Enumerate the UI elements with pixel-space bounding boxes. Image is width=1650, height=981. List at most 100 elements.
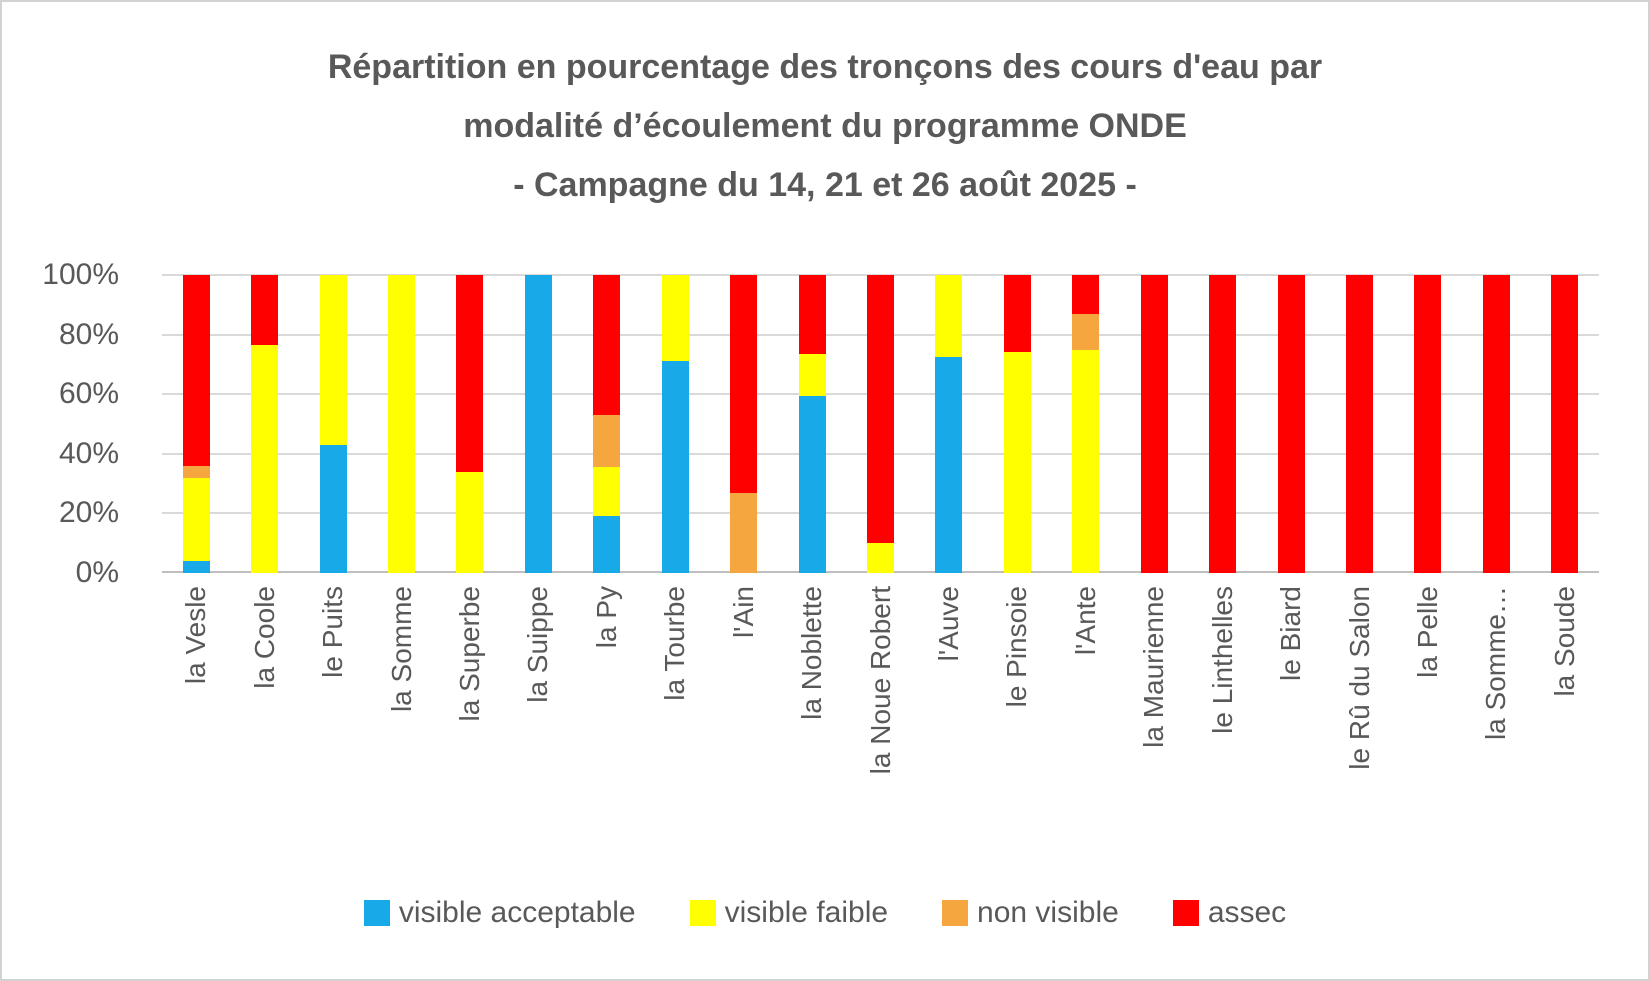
- category-label: la Coole: [248, 586, 280, 689]
- bar-segment-visible-faible: [867, 543, 894, 573]
- y-axis-tick-label: 40%: [58, 436, 119, 470]
- legend-label: visible faible: [724, 896, 889, 929]
- category-label: le Rû du Salon: [1343, 586, 1375, 770]
- bar-segment-assec: [1551, 275, 1579, 573]
- bar-segment-visible-faible: [593, 467, 621, 517]
- bar-segment-visible-acceptable: [182, 561, 210, 573]
- bar-segment-assec: [1140, 275, 1168, 573]
- category-label: la Soude: [1548, 586, 1580, 697]
- bar-segment-visible-faible: [456, 471, 484, 573]
- stacked-bar-l-ante: [1072, 275, 1100, 573]
- y-axis-tick-label: 100%: [42, 258, 119, 291]
- category-label: l'Ain: [727, 586, 759, 639]
- legend: visible acceptable visible faible non visi…: [2, 896, 1648, 930]
- bar-segment-assec: [251, 275, 279, 346]
- y-axis-tick-label: 80%: [58, 317, 119, 351]
- bar-segment-non-visible: [593, 415, 621, 468]
- stacked-bar-la-somme: [388, 275, 415, 573]
- stacked-bar-la-tourbe: [661, 275, 689, 573]
- category-label: la Py: [590, 586, 622, 649]
- category-label: la Superbe: [453, 586, 485, 722]
- legend-label: assec: [1207, 896, 1287, 929]
- legend-label: visible acceptable: [398, 896, 636, 929]
- bar-segment-visible-acceptable: [524, 275, 552, 573]
- chart-title-line-1: Répartition en pourcentage des tronçons …: [327, 48, 1323, 86]
- bar-segment-assec: [1482, 275, 1510, 573]
- bar-segment-visible-faible: [935, 275, 963, 357]
- category-label: le Pinsoie: [1001, 586, 1033, 708]
- bar-segment-assec: [798, 275, 826, 354]
- category-label: la Noue Robert: [864, 586, 896, 775]
- bar-segment-visible-faible: [1072, 349, 1100, 573]
- y-axis-tick-label: 0%: [75, 556, 119, 589]
- bar-segment-visible-faible: [661, 275, 689, 362]
- category-label: la Vesle: [180, 586, 212, 685]
- stacked-bar-le-linthelles: [1209, 275, 1237, 573]
- category-label: la Tourbe: [659, 586, 691, 701]
- bar-segment-assec: [593, 275, 621, 416]
- category-label: l'Auve: [932, 586, 964, 662]
- plot-area: [162, 274, 1599, 573]
- bar-segment-assec: [1003, 275, 1031, 353]
- bar-segment-assec: [1346, 275, 1373, 573]
- legend-label: non visible: [977, 896, 1119, 929]
- bar-segment-visible-acceptable: [935, 356, 963, 573]
- y-axis-tick-label: 60%: [58, 377, 119, 411]
- bar-segment-visible-faible: [1003, 352, 1031, 573]
- bar-segment-visible-acceptable: [593, 516, 621, 573]
- stacked-bar-la-py: [593, 275, 621, 573]
- bar-segment-non-visible: [730, 492, 758, 573]
- stacked-bar-le-r-du-salon: [1346, 275, 1373, 573]
- bar-segment-assec: [1414, 275, 1442, 573]
- bar-segment-visible-faible: [251, 345, 279, 573]
- stacked-bar-la-vesle: [182, 275, 210, 573]
- chart-title-line-2: modalité d’écoulement du programme ONDE: [463, 107, 1187, 145]
- bar-segment-visible-faible: [182, 477, 210, 562]
- category-label: le Puits: [317, 586, 349, 678]
- stacked-bar-la-maurienne: [1140, 275, 1168, 573]
- stacked-bar-l-auve: [935, 275, 963, 573]
- category-label: la Pelle: [1411, 586, 1443, 678]
- category-label: le Biard: [1275, 586, 1307, 681]
- stacked-bar-la-suippe: [524, 275, 552, 573]
- bar-segment-visible-acceptable: [798, 395, 826, 573]
- legend-swatch-icon: [942, 900, 969, 926]
- gridline: [162, 274, 1599, 276]
- bar-segment-visible-acceptable: [661, 361, 689, 573]
- y-axis-tick-label: 20%: [58, 496, 119, 530]
- bar-segment-non-visible: [182, 465, 210, 478]
- bar-segment-assec: [867, 275, 894, 544]
- category-label: la Somme…: [1480, 586, 1512, 741]
- stacked-bar-le-biard: [1277, 275, 1305, 573]
- stacked-bar-la-pelle: [1414, 275, 1442, 573]
- category-label: le Linthelles: [1206, 586, 1238, 734]
- bar-segment-assec: [730, 275, 758, 493]
- stacked-bar-la-noue-robert: [867, 275, 894, 573]
- legend-swatch-icon: [1172, 900, 1199, 926]
- bar-segment-assec: [456, 275, 484, 472]
- bar-segment-assec: [1209, 275, 1237, 573]
- stacked-bar-l-ain: [730, 275, 758, 573]
- stacked-bar-la-somme-: [1482, 275, 1510, 573]
- category-label: la Suippe: [522, 586, 554, 703]
- bar-segment-visible-acceptable: [319, 444, 347, 573]
- stacked-bar-la-superbe: [456, 275, 484, 573]
- chart-title: Répartition en pourcentage des tronçons …: [2, 38, 1648, 215]
- category-label: l'Ante: [1069, 586, 1101, 656]
- bar-segment-visible-faible: [319, 275, 347, 445]
- bar-segment-visible-faible: [798, 353, 826, 396]
- category-label: la Noblette: [796, 586, 828, 720]
- bar-segment-assec: [1072, 275, 1100, 314]
- stacked-bar-le-puits: [319, 275, 347, 573]
- bar-segment-assec: [182, 275, 210, 466]
- legend-swatch-icon: [689, 900, 716, 926]
- category-label: la Maurienne: [1138, 586, 1170, 748]
- bar-segment-non-visible: [1072, 313, 1100, 350]
- bar-segment-assec: [1277, 275, 1305, 573]
- category-label: la Somme: [385, 586, 417, 713]
- legend-item-non-visible: non visible: [942, 896, 1119, 930]
- legend-swatch-icon: [363, 900, 390, 926]
- stacked-bar-le-pinsoie: [1003, 275, 1031, 573]
